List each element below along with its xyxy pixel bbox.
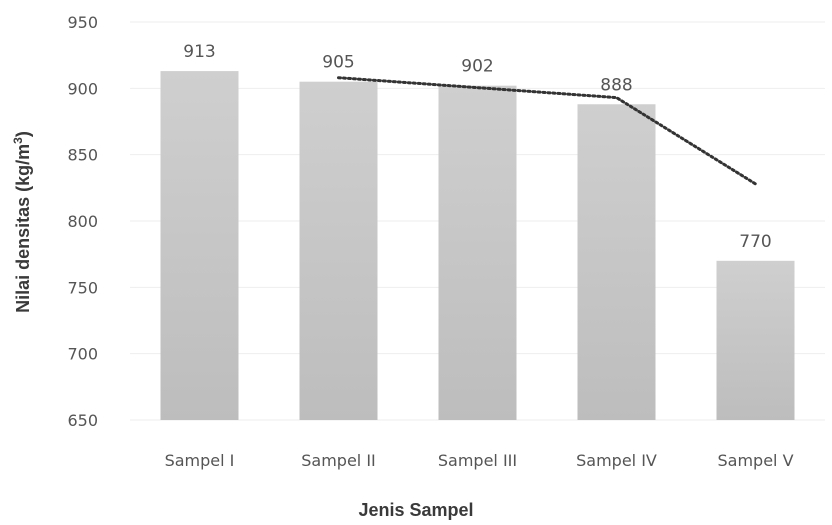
x-category-label: Sampel III [438, 451, 517, 470]
data-label: 770 [739, 232, 771, 252]
y-tick-label: 950 [67, 13, 98, 32]
y-tick-label: 900 [67, 79, 98, 98]
y-tick-label: 650 [67, 411, 98, 430]
x-category-label: Sampel V [717, 451, 793, 470]
y-axis-title-main: Nilai densitas (kg/m [13, 144, 33, 313]
x-category-labels: Sampel I Sampel II Sampel III Sampel IV Samp… [165, 451, 794, 470]
y-tick-label: 750 [67, 278, 98, 297]
x-category-label: Sampel II [301, 451, 376, 470]
y-axis-title-end: ) [13, 131, 33, 137]
data-label: 888 [600, 75, 632, 95]
bar [577, 104, 656, 421]
bar [160, 71, 239, 420]
x-axis-title: Jenis Sampel [358, 500, 473, 520]
bar [438, 85, 517, 421]
y-tick-label: 700 [67, 345, 98, 364]
bar [299, 81, 378, 420]
x-category-label: Sampel IV [576, 451, 657, 470]
data-labels: 913 905 902 888 770 [183, 42, 771, 252]
y-axis-title-superscript: 3 [11, 137, 25, 144]
trendline [337, 76, 757, 186]
y-tick-label: 800 [67, 212, 98, 231]
y-tick-labels: 650 700 750 800 850 900 950 [67, 13, 98, 430]
bars [160, 71, 795, 421]
data-label: 902 [461, 57, 493, 77]
y-axis-title: Nilai densitas (kg/m3) [11, 131, 33, 313]
bar [716, 260, 795, 420]
data-label: 905 [322, 53, 354, 73]
x-category-label: Sampel I [165, 451, 235, 470]
data-label: 913 [183, 42, 215, 62]
y-tick-label: 850 [67, 146, 98, 165]
